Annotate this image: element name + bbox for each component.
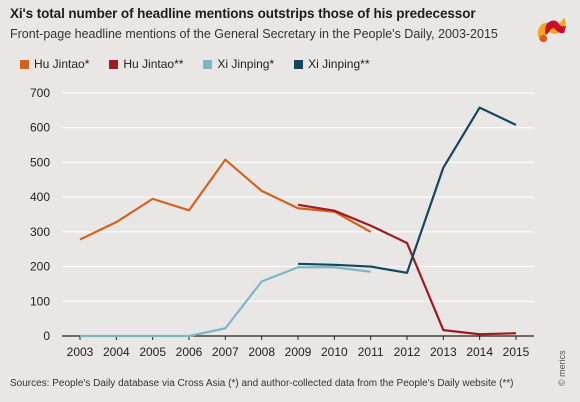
series-line-0	[79, 158, 372, 241]
y-tick-label: 500	[30, 155, 50, 169]
series-lines	[79, 106, 517, 338]
legend-item-xi-jinping-2: Xi Jinping**	[294, 57, 370, 71]
x-tick-label: 2015	[503, 345, 530, 359]
legend-swatch	[20, 59, 29, 69]
legend-swatch	[109, 59, 119, 69]
gridlines	[62, 92, 534, 337]
legend-item-hu-jintao-2: Hu Jintao**	[109, 57, 183, 71]
source-note: Sources: People's Daily database via Cro…	[10, 378, 514, 389]
x-axis-ticks: 2003 2004 2005 2006 2007 2008 2009 2010 2011 2012…	[67, 336, 530, 359]
x-tick-label: 2010	[321, 345, 348, 359]
x-tick-label: 2011	[358, 345, 384, 359]
legend-swatch	[294, 59, 304, 69]
legend-label: Xi Jinping**	[308, 57, 370, 71]
x-tick-label: 2014	[466, 345, 493, 359]
x-tick-label: 2009	[285, 345, 312, 359]
y-tick-label: 100	[30, 294, 50, 308]
copyright-credit: © merics	[557, 350, 567, 386]
y-tick-label: 0	[43, 329, 50, 343]
y-tick-label: 300	[30, 225, 50, 239]
x-tick-label: 2003	[67, 345, 94, 359]
x-tick-label: 2004	[103, 345, 130, 359]
y-axis-ticks: 0 100 200 300 400 500 600 700	[30, 86, 50, 343]
y-tick-label: 200	[30, 260, 50, 274]
x-tick-label: 2006	[176, 345, 203, 359]
y-tick-label: 700	[30, 86, 50, 100]
chart-title: Xi's total number of headline mentions o…	[10, 6, 476, 21]
x-tick-label: 2012	[394, 345, 421, 359]
legend: Hu Jintao* Hu Jintao** Xi Jinping* Xi Ji…	[20, 57, 370, 71]
series-line-2	[80, 266, 371, 338]
x-tick-label: 2007	[212, 345, 239, 359]
legend-label: Hu Jintao*	[34, 57, 90, 71]
merics-logo-icon	[537, 17, 567, 43]
y-tick-label: 600	[30, 121, 50, 135]
series-line-1	[297, 203, 517, 336]
x-tick-label: 2008	[248, 345, 275, 359]
y-tick-label: 400	[30, 190, 50, 204]
legend-item-hu-jintao-1: Hu Jintao*	[20, 57, 89, 71]
x-tick-label: 2013	[430, 345, 457, 359]
legend-label: Xi Jinping*	[217, 57, 275, 71]
legend-label: Hu Jintao**	[123, 57, 184, 71]
series-line-3	[297, 106, 517, 274]
chart-subtitle: Front-page headline mentions of the Gene…	[10, 27, 498, 41]
x-tick-label: 2005	[139, 345, 166, 359]
legend-item-xi-jinping-1: Xi Jinping*	[203, 57, 274, 71]
legend-swatch	[203, 59, 213, 69]
